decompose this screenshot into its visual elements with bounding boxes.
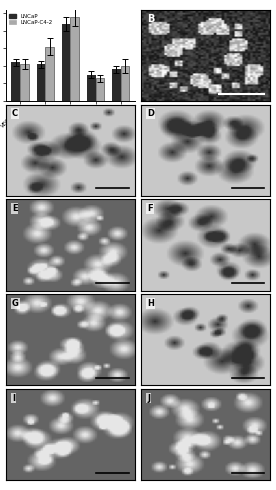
Bar — [121, 66, 129, 101]
Text: G: G — [12, 299, 19, 308]
Bar — [112, 70, 121, 101]
Bar — [36, 64, 45, 101]
Bar — [20, 64, 29, 101]
Text: F: F — [147, 204, 153, 213]
Bar — [45, 47, 54, 101]
Text: C: C — [12, 109, 18, 118]
Text: D: D — [147, 109, 154, 118]
Text: I: I — [12, 393, 15, 403]
Bar — [11, 62, 20, 101]
Bar — [70, 17, 79, 101]
Text: J: J — [147, 393, 150, 403]
Bar — [95, 78, 104, 101]
Text: E: E — [12, 204, 18, 213]
Text: H: H — [147, 299, 154, 308]
Bar — [62, 24, 70, 101]
Text: B: B — [147, 14, 155, 24]
Bar — [87, 74, 95, 101]
Legend: LNCaP, LNCaP-C4-2: LNCaP, LNCaP-C4-2 — [8, 13, 54, 26]
